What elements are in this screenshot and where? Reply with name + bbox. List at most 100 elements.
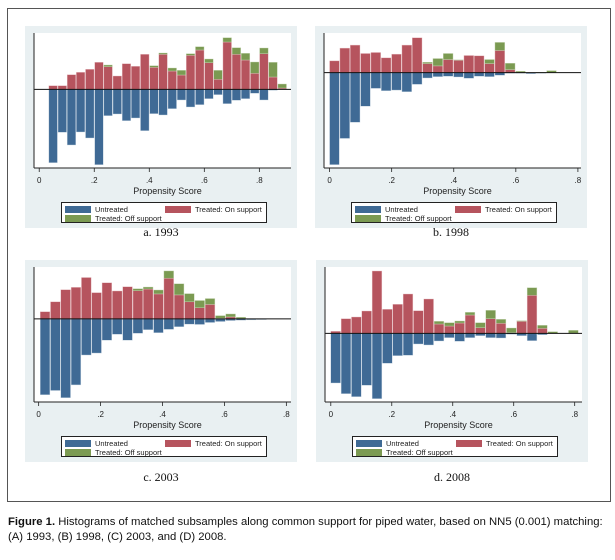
bar-treated-on-support (39, 311, 51, 320)
bar-treated-off-support (444, 322, 455, 327)
legend-swatch (455, 205, 481, 213)
bar-treated-off-support (432, 58, 443, 67)
bar-untreated (484, 72, 495, 77)
bar-treated-on-support (475, 327, 486, 334)
histogram-panel-1993: 0.2.4.6.8 Propensity Score Untreated Treate… (25, 26, 297, 228)
bar-untreated (76, 89, 86, 133)
x-tick-label: 0 (327, 176, 332, 185)
bar-treated-on-support (153, 293, 164, 320)
bar-treated-on-support (259, 53, 269, 90)
bar-untreated (186, 89, 196, 108)
bar-treated-on-support (485, 318, 496, 334)
legend-item: Treated: On support (455, 204, 552, 214)
bar-treated-off-support (174, 283, 185, 296)
bar-treated-on-support (241, 59, 251, 90)
bar-treated-on-support (186, 55, 196, 90)
legend-swatch (65, 448, 91, 456)
bar-treated-on-support (381, 57, 392, 73)
bar-treated-on-support (94, 62, 104, 90)
bar-untreated (112, 89, 122, 115)
x-tick-label: .4 (146, 176, 153, 185)
legend-item: Treated: Off support (356, 447, 453, 457)
legend-swatch (65, 205, 91, 213)
bar-untreated (101, 318, 112, 341)
bar-treated-on-support (250, 73, 260, 90)
bar-treated-on-support (213, 79, 223, 90)
bar-treated-on-support (351, 316, 362, 334)
x-axis-title: Propensity Score (133, 420, 202, 430)
legend-label: Treated: On support (195, 204, 262, 214)
legend-label: Untreated (95, 204, 128, 214)
bar-treated-on-support (494, 50, 505, 73)
bar-treated-off-support (443, 53, 454, 60)
legend: Untreated Treated: On support Treated: Off… (352, 436, 558, 457)
bar-untreated (48, 89, 58, 163)
bar-treated-on-support (204, 62, 214, 90)
bar-treated-off-support (484, 59, 495, 64)
bar-untreated (60, 318, 71, 398)
bar-treated-on-support (195, 49, 205, 90)
bar-treated-off-support (143, 286, 154, 290)
bar-treated-off-support (506, 327, 517, 333)
bar-untreated (432, 72, 443, 77)
bar-treated-off-support (167, 67, 177, 72)
histogram-panel-2003: 0.2.4.6.8 Propensity Score Untreated Treate… (25, 260, 297, 462)
bar-untreated (158, 89, 168, 116)
x-tick-label: .6 (221, 410, 228, 419)
x-axis-title: Propensity Score (424, 420, 493, 430)
bar-untreated (131, 89, 141, 119)
bar-untreated (66, 89, 76, 146)
bar-treated-on-support (463, 55, 474, 73)
legend-item: Untreated (65, 204, 128, 214)
bar-untreated (122, 318, 133, 341)
legend-label: Untreated (95, 438, 128, 448)
bar-untreated (339, 72, 350, 139)
legend-swatch (165, 439, 191, 447)
bar-untreated (174, 318, 185, 327)
x-tick-label: .2 (91, 176, 98, 185)
bar-treated-on-support (57, 85, 67, 90)
bar-treated-off-support (475, 322, 486, 328)
bar-treated-off-support (241, 53, 251, 61)
bar-untreated (422, 72, 433, 79)
x-tick-label: 0 (329, 410, 334, 419)
bar-untreated (70, 318, 82, 386)
bar-treated-off-support (250, 61, 260, 74)
histogram-plot: 0 .2 .4 .6 .8 Propensity Score (324, 267, 582, 430)
x-tick-label: .6 (510, 410, 517, 419)
bar-treated-off-support (464, 312, 476, 316)
bar-treated-off-support (225, 313, 236, 318)
bar-untreated (433, 333, 445, 342)
bar-treated-on-support (231, 54, 241, 90)
bar-treated-on-support (103, 66, 113, 90)
legend-label: Treated: Off support (386, 447, 453, 457)
bar-untreated (485, 333, 496, 338)
panel-caption-2008: d. 2008 (434, 470, 470, 484)
bar-treated-on-support (422, 63, 433, 73)
bar-untreated (444, 333, 455, 338)
bar-treated-on-support (176, 74, 186, 90)
bar-treated-on-support (167, 70, 177, 90)
bar-treated-off-support (158, 52, 168, 55)
legend-label: Treated: On support (485, 204, 552, 214)
bar-treated-off-support (235, 317, 247, 319)
bar-untreated (39, 318, 51, 395)
bar-treated-on-support (495, 323, 507, 334)
bar-treated-off-support (204, 298, 216, 305)
legend-swatch (456, 439, 482, 447)
bar-untreated (176, 89, 186, 101)
bar-treated-off-support (268, 62, 278, 78)
bar-untreated (464, 333, 476, 338)
panel-caption-1998: b. 1998 (433, 225, 469, 239)
x-tick-label: 0 (36, 410, 41, 419)
bar-untreated (94, 89, 104, 165)
bar-treated-on-support (516, 321, 527, 334)
figure-caption-label: Figure 1. (8, 516, 56, 528)
bar-treated-off-support (163, 270, 174, 279)
bar-untreated (351, 333, 362, 397)
bar-treated-on-support (163, 277, 174, 320)
bar-untreated (143, 318, 154, 330)
x-axis-title: Propensity Score (423, 186, 492, 196)
bar-untreated (81, 318, 92, 356)
legend: Untreated Treated: On support Treated: Off… (61, 202, 267, 223)
